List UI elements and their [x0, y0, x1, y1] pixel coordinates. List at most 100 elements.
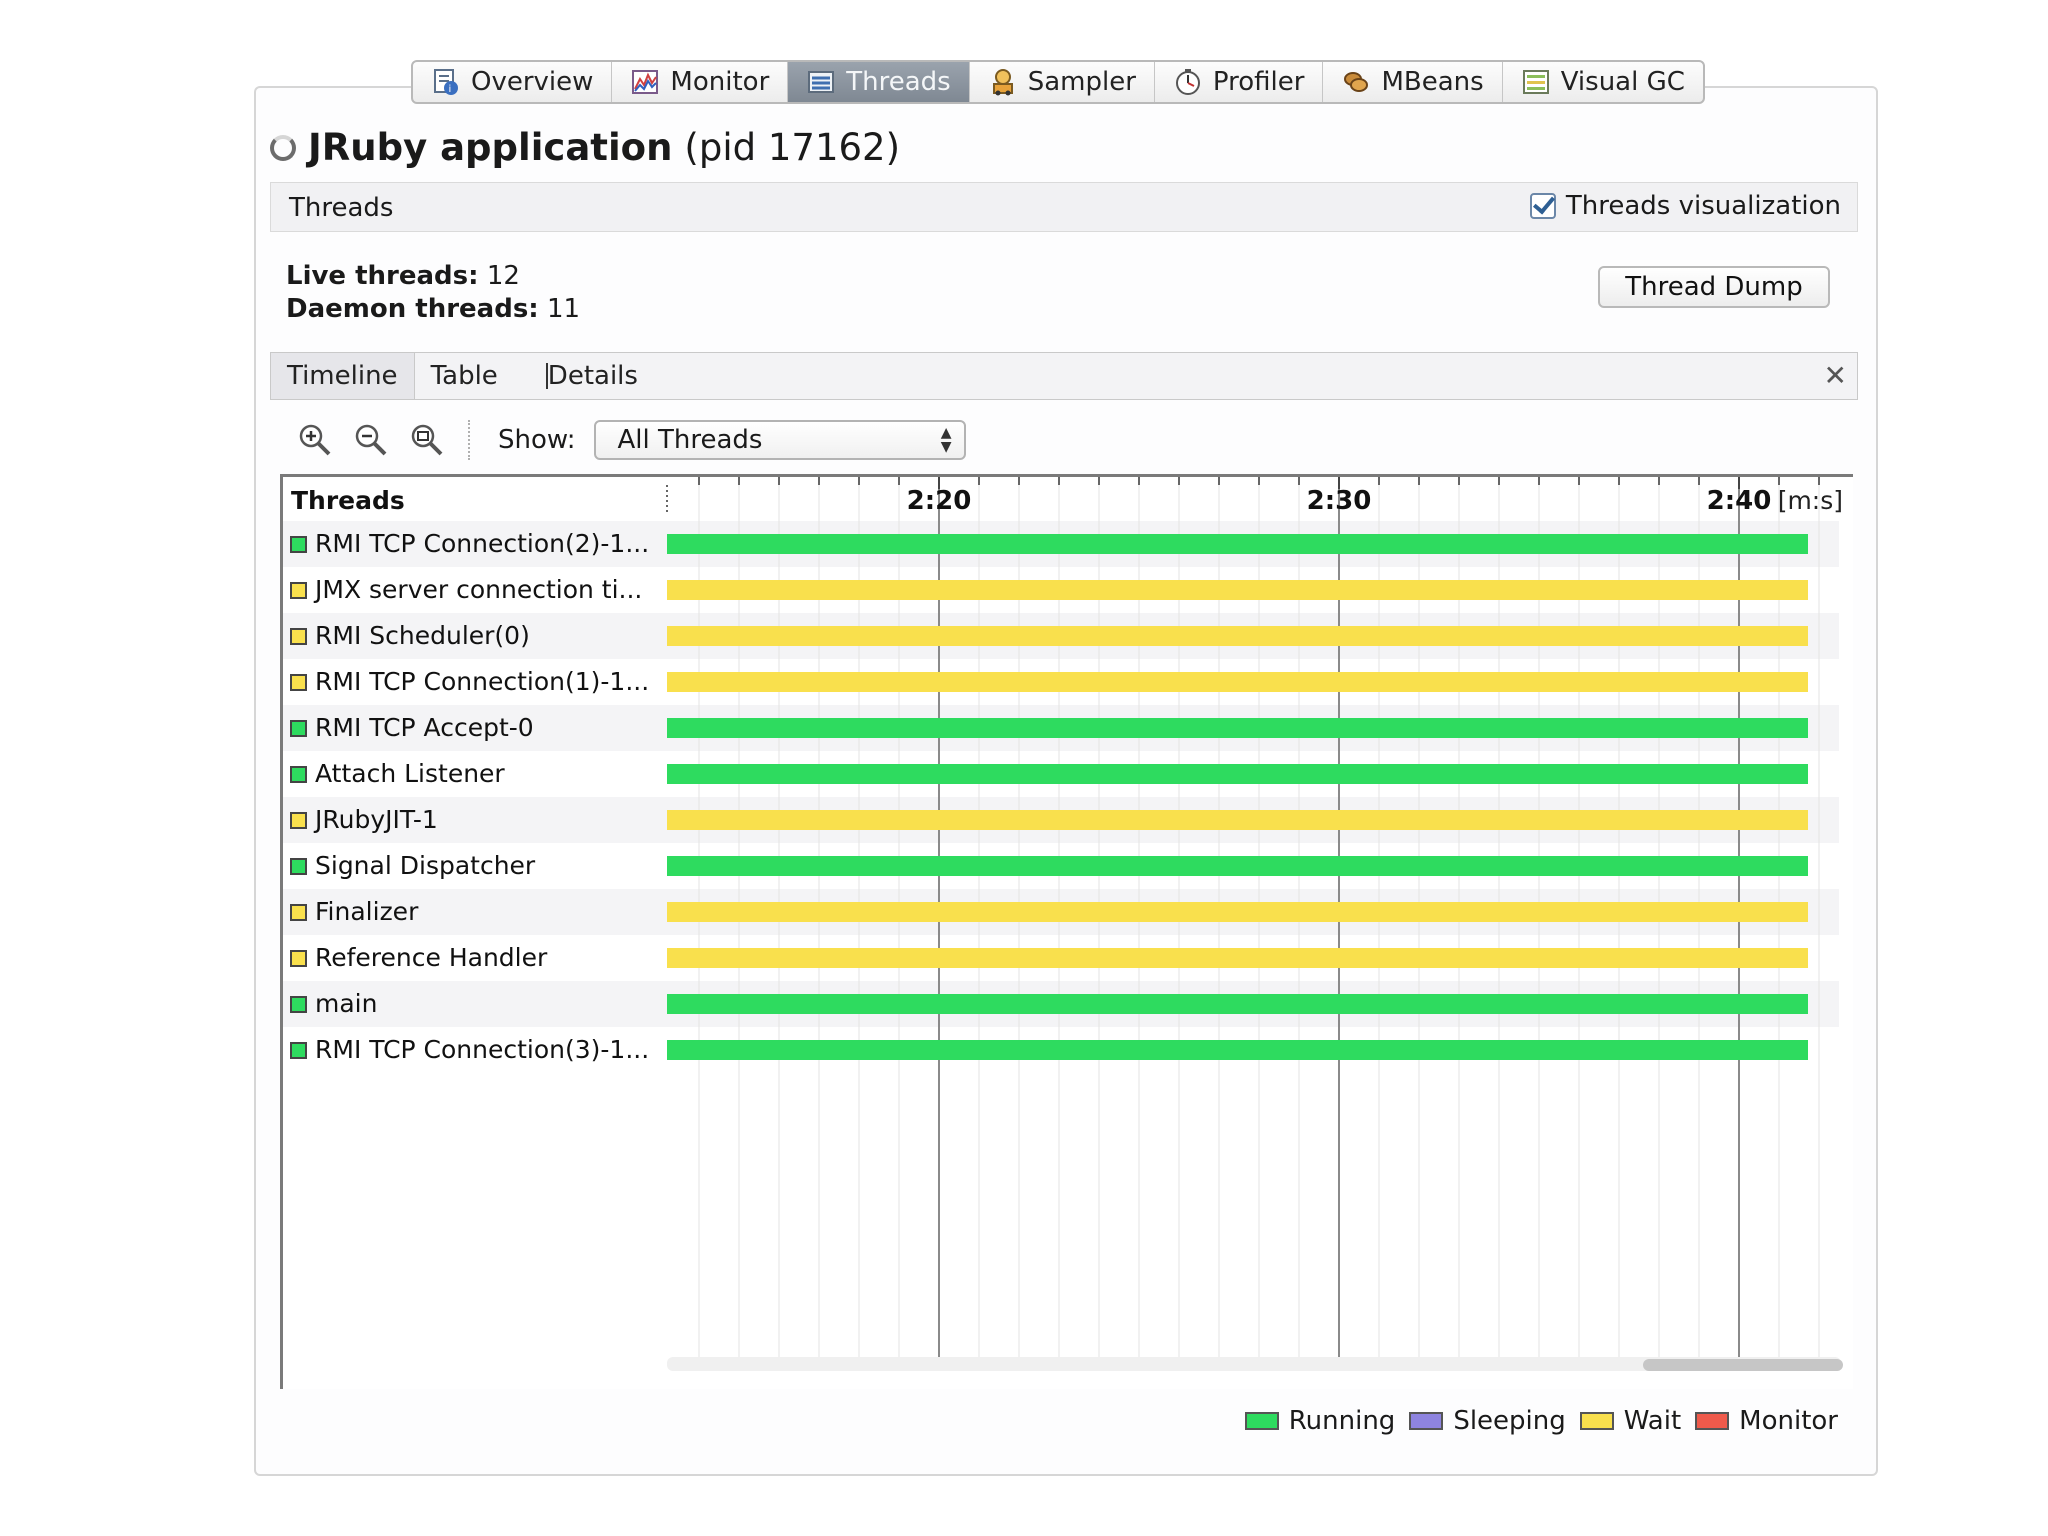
profiler-icon [1175, 69, 1200, 95]
legend-label: Running [1288, 1406, 1396, 1436]
tab-label: Threads [846, 67, 951, 97]
threads-visualization-label: Threads visualization [1565, 191, 1841, 221]
thread-name[interactable]: JMX server connection ti... [313, 575, 642, 604]
thread-name[interactable]: JRubyJIT-1 [313, 805, 438, 834]
legend-swatch-wait [1579, 1412, 1614, 1430]
close-icon[interactable]: ✕ [1823, 359, 1847, 392]
thread-state-bar[interactable] [667, 948, 1808, 968]
thread-name[interactable]: RMI TCP Connection(2)-1... [315, 529, 649, 558]
thread-state-swatch [290, 582, 307, 599]
thread-name[interactable]: RMI TCP Accept-0 [315, 713, 534, 742]
tick-label: 2:20 [907, 486, 972, 516]
tab-label: Visual GC [1560, 67, 1685, 97]
legend-label: Sleeping [1453, 1406, 1566, 1436]
tab-profiler[interactable]: Profiler [1155, 62, 1324, 102]
legend-running: Running [1244, 1406, 1396, 1436]
tab-label: MBeans [1381, 67, 1484, 97]
show-label: Show: [498, 425, 576, 455]
visual-gc-icon [1522, 70, 1549, 94]
show-select-value: All Threads [617, 425, 763, 455]
thread-state-swatch [290, 950, 307, 967]
time-unit-label: [m:s] [1778, 486, 1843, 515]
thread-state-bar[interactable] [667, 810, 1808, 830]
tab-overview[interactable]: i Overview [413, 62, 613, 102]
thread-state-bar[interactable] [667, 626, 1808, 646]
tab-label: Sampler [1027, 67, 1136, 97]
legend-swatch-monitor [1695, 1412, 1730, 1430]
thread-state-swatch [290, 536, 307, 553]
thread-state-swatch [290, 766, 307, 783]
thread-stats: Live threads: 12 Daemon threads: 11 [286, 260, 580, 326]
app-pid: (pid 17162) [684, 126, 901, 169]
checkbox-checked-icon[interactable] [1529, 193, 1556, 219]
daemon-threads-row: Daemon threads: 11 [286, 293, 580, 326]
section-title: Threads [289, 193, 394, 223]
thread-state-bar[interactable] [667, 1040, 1808, 1060]
live-threads-row: Live threads: 12 [286, 260, 580, 293]
mbeans-icon [1344, 72, 1369, 92]
zoom-out-icon[interactable] [352, 421, 390, 459]
tab-label: Overview [471, 67, 594, 97]
tab-monitor[interactable]: Monitor [612, 62, 789, 102]
thread-name[interactable]: RMI TCP Connection(1)-1... [315, 667, 649, 696]
thread-state-bar[interactable] [667, 534, 1808, 554]
tab-mbeans[interactable]: MBeans [1323, 62, 1503, 102]
thread-state-bar[interactable] [667, 764, 1808, 784]
thread-state-swatch [290, 628, 307, 645]
thread-state-bar[interactable] [667, 902, 1808, 922]
scrollbar-thumb[interactable] [1643, 1359, 1843, 1371]
legend-label: Wait [1623, 1406, 1682, 1436]
state-legend: Running Sleeping Wait Monitor [1244, 1406, 1838, 1436]
thread-state-bar[interactable] [667, 856, 1808, 876]
thread-state-bar[interactable] [667, 672, 1808, 692]
subtab-timeline[interactable]: Timeline [271, 353, 415, 399]
monitor-icon [632, 70, 659, 94]
select-arrows-icon: ▲ ▼ [940, 425, 952, 455]
overview-icon: i [434, 69, 458, 95]
top-tab-bar: i Overview Monitor Threads Sampler Profi… [411, 60, 1705, 104]
thread-state-bar[interactable] [667, 718, 1808, 738]
thread-state-bar[interactable] [667, 994, 1808, 1014]
thread-state-swatch [290, 1042, 307, 1059]
show-threads-select[interactable]: All Threads ▲ ▼ [593, 420, 966, 460]
thread-name[interactable]: RMI TCP Connection(3)-1... [315, 1035, 649, 1064]
thread-name[interactable]: main [315, 989, 377, 1018]
legend-swatch-sleeping [1409, 1412, 1444, 1430]
subtab-table[interactable]: Table [430, 361, 498, 391]
thread-name[interactable]: RMI Scheduler(0) [315, 621, 530, 650]
zoom-fit-icon[interactable] [408, 421, 446, 459]
loading-spinner-icon [270, 134, 296, 161]
legend-wait: Wait [1579, 1406, 1682, 1436]
tab-label: Monitor [670, 67, 770, 97]
live-threads-value: 12 [486, 261, 520, 291]
thread-state-swatch [290, 812, 307, 829]
thread-state-bar[interactable] [667, 580, 1808, 600]
svg-text:i: i [449, 84, 452, 95]
subtab-details[interactable]: Details [547, 361, 638, 391]
toolbar-separator [468, 420, 472, 460]
thread-state-swatch [290, 996, 307, 1013]
thread-name[interactable]: Finalizer [315, 897, 419, 926]
thread-name[interactable]: Attach Listener [315, 759, 505, 788]
threads-column-header: Threads [291, 486, 405, 515]
subtab-divider [514, 363, 548, 389]
threads-icon [808, 71, 835, 93]
zoom-in-icon[interactable] [296, 421, 334, 459]
daemon-threads-value: 11 [546, 294, 581, 324]
timeline-canvas: Threads 2:20 2:30 2:40 [m:s] RMI TCP Connecti… [283, 477, 1843, 1371]
thread-name[interactable]: Reference Handler [315, 943, 548, 972]
tab-threads[interactable]: Threads [788, 62, 970, 102]
page-title: JRuby application (pid 17162) [270, 126, 900, 169]
view-subtabs: Timeline Table Details ✕ [270, 352, 1858, 400]
threads-visualization-toggle[interactable]: Threads visualization [1529, 191, 1841, 221]
daemon-threads-label: Daemon threads: [286, 294, 539, 324]
thread-dump-button[interactable]: Thread Dump [1598, 266, 1830, 308]
thread-state-swatch [290, 720, 307, 737]
thread-name[interactable]: Signal Dispatcher [315, 851, 536, 880]
tab-sampler[interactable]: Sampler [970, 62, 1155, 102]
thread-state-swatch [290, 674, 307, 691]
tab-visual-gc[interactable]: Visual GC [1503, 62, 1703, 102]
app-name: JRuby application [308, 126, 673, 169]
sampler-icon [992, 69, 1013, 96]
legend-label: Monitor [1739, 1406, 1838, 1436]
